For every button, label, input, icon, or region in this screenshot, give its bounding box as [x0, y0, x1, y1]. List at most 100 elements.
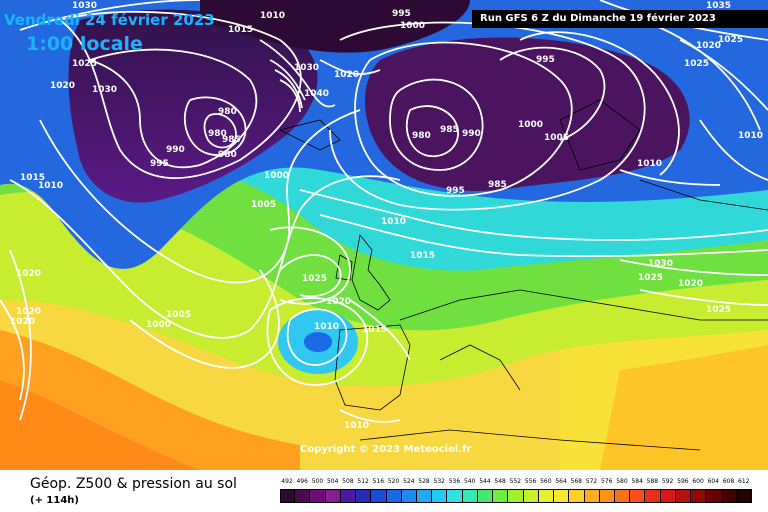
isobar: [619, 259, 768, 276]
isobar-label: 1010: [738, 131, 763, 141]
great-britain-coast: [351, 234, 391, 311]
color-scale-tick: 556: [524, 478, 537, 485]
isobar-label: 1000: [518, 120, 543, 130]
isobar-labels: 1030 1010 1015 1025 1020 1030 1035 1025 …: [10, 1, 763, 431]
color-scale-tick: 600: [692, 478, 704, 485]
isobar: [259, 39, 336, 108]
isobar-label: 1025: [684, 59, 709, 69]
isobar-label: 1040: [304, 89, 329, 99]
lead-time: (+ 114h): [30, 495, 79, 506]
isobar-label: 1030: [72, 1, 97, 11]
isobar-label: 1010: [381, 217, 406, 227]
orange-band-se: [600, 345, 768, 470]
color-scale-swatch: [721, 489, 737, 503]
color-scale-swatch: [310, 489, 326, 503]
color-scale-tick: 520: [387, 478, 400, 485]
isobar-label: 1025: [718, 35, 743, 45]
color-scale-tick: 592: [661, 478, 674, 485]
isobar-label: 1010: [38, 181, 63, 191]
isobar: [203, 113, 237, 149]
color-scale-tick: 516: [372, 478, 385, 485]
color-scale-tick: 612: [738, 478, 750, 485]
valid-time: 1:00 locale: [26, 33, 143, 55]
isobar: [0, 299, 25, 401]
isobar-label: 1010: [314, 322, 339, 332]
color-scale-swatch: [340, 489, 357, 503]
low-pressure-core-nw: [68, 9, 318, 203]
isobar-label: 980: [412, 131, 431, 141]
isobar-label: 1020: [50, 81, 75, 91]
isobar: [389, 78, 484, 171]
isobar-label: 995: [536, 55, 555, 65]
cutoff-low-core: [304, 332, 332, 352]
isobar: [319, 59, 381, 75]
color-scale-swatch: [477, 489, 494, 503]
color-scale-swatch: [554, 489, 570, 503]
valid-date: Vendredi 24 février 2023: [4, 11, 215, 29]
isobar: [286, 308, 348, 366]
color-scale-swatch: [645, 489, 661, 503]
color-scale-swatch: [691, 489, 707, 503]
isobar-label: 1020: [10, 317, 35, 327]
isobar-label: 1005: [251, 200, 276, 210]
isobar-label: 990: [462, 129, 481, 139]
color-scale-tick: 604: [707, 478, 720, 485]
isobar: [269, 59, 306, 101]
isobar-label: 1030: [648, 259, 673, 269]
isobar: [319, 214, 768, 258]
isobar: [339, 409, 401, 423]
isobar-label: 995: [392, 9, 411, 19]
isobar-label: 985: [488, 180, 507, 190]
isobar-label: 1020: [16, 269, 41, 279]
isobar: [279, 254, 342, 298]
isobar: [619, 169, 721, 186]
color-scale-tick: 532: [433, 478, 445, 485]
color-scale-swatch: [325, 489, 341, 503]
color-scale-swatch: [630, 489, 646, 503]
color-scale-tick: 528: [418, 478, 430, 485]
isobar-label: 995: [446, 186, 465, 196]
color-scale-swatch: [280, 489, 296, 503]
isobar: [354, 41, 573, 197]
isobar-label: 980: [218, 150, 237, 160]
color-scale-tick: 572: [585, 478, 598, 485]
isobar: [274, 69, 303, 109]
color-scale-tick: 512: [357, 478, 369, 485]
isobar-label: 1005: [544, 133, 569, 143]
italy-coast: [439, 344, 521, 391]
color-scale-swatch: [356, 489, 372, 503]
isobar-label: 1025: [706, 305, 731, 315]
isobar-label: 1035: [706, 1, 731, 11]
color-scale-tick: 548: [494, 478, 506, 485]
color-scale-swatch: [569, 489, 585, 503]
color-scale-swatch: [675, 489, 692, 503]
color-scale-tick: 524: [403, 478, 415, 485]
iberia-coast: [334, 324, 411, 411]
isobar: [269, 226, 351, 305]
isobar-label: 1000: [146, 320, 171, 330]
isobar-label: 1020: [678, 279, 703, 289]
color-scale-tick: 588: [646, 478, 659, 485]
color-scale-swatch: [447, 489, 463, 503]
deep-orange-band-sw: [0, 380, 200, 470]
isobar-label: 980: [218, 107, 237, 117]
isobar: [19, 0, 201, 31]
scandinavia-coast: [559, 99, 641, 171]
color-scale-tick: 496: [296, 478, 308, 485]
isobar-label: 1005: [166, 310, 191, 320]
color-scale: 492 496 500 504 508 512 516 520 524 528 532 536 540 5…: [280, 478, 752, 506]
europe-coast: [399, 289, 768, 321]
isobar: [349, 299, 411, 361]
color-scale-swatch: [295, 489, 311, 503]
isobar-label: 1010: [344, 421, 369, 431]
color-scale-tick: 568: [570, 478, 582, 485]
isobar-label: 985: [222, 135, 241, 145]
color-scale-swatch: [432, 489, 448, 503]
isobar-label: 1015: [362, 325, 387, 335]
isobar: [183, 96, 247, 156]
color-scale-tick: 544: [479, 478, 491, 485]
isobar-label: 1020: [326, 297, 351, 307]
map-title: Géop. Z500 & pression au sol: [30, 476, 237, 492]
color-scale-swatch: [599, 489, 615, 503]
